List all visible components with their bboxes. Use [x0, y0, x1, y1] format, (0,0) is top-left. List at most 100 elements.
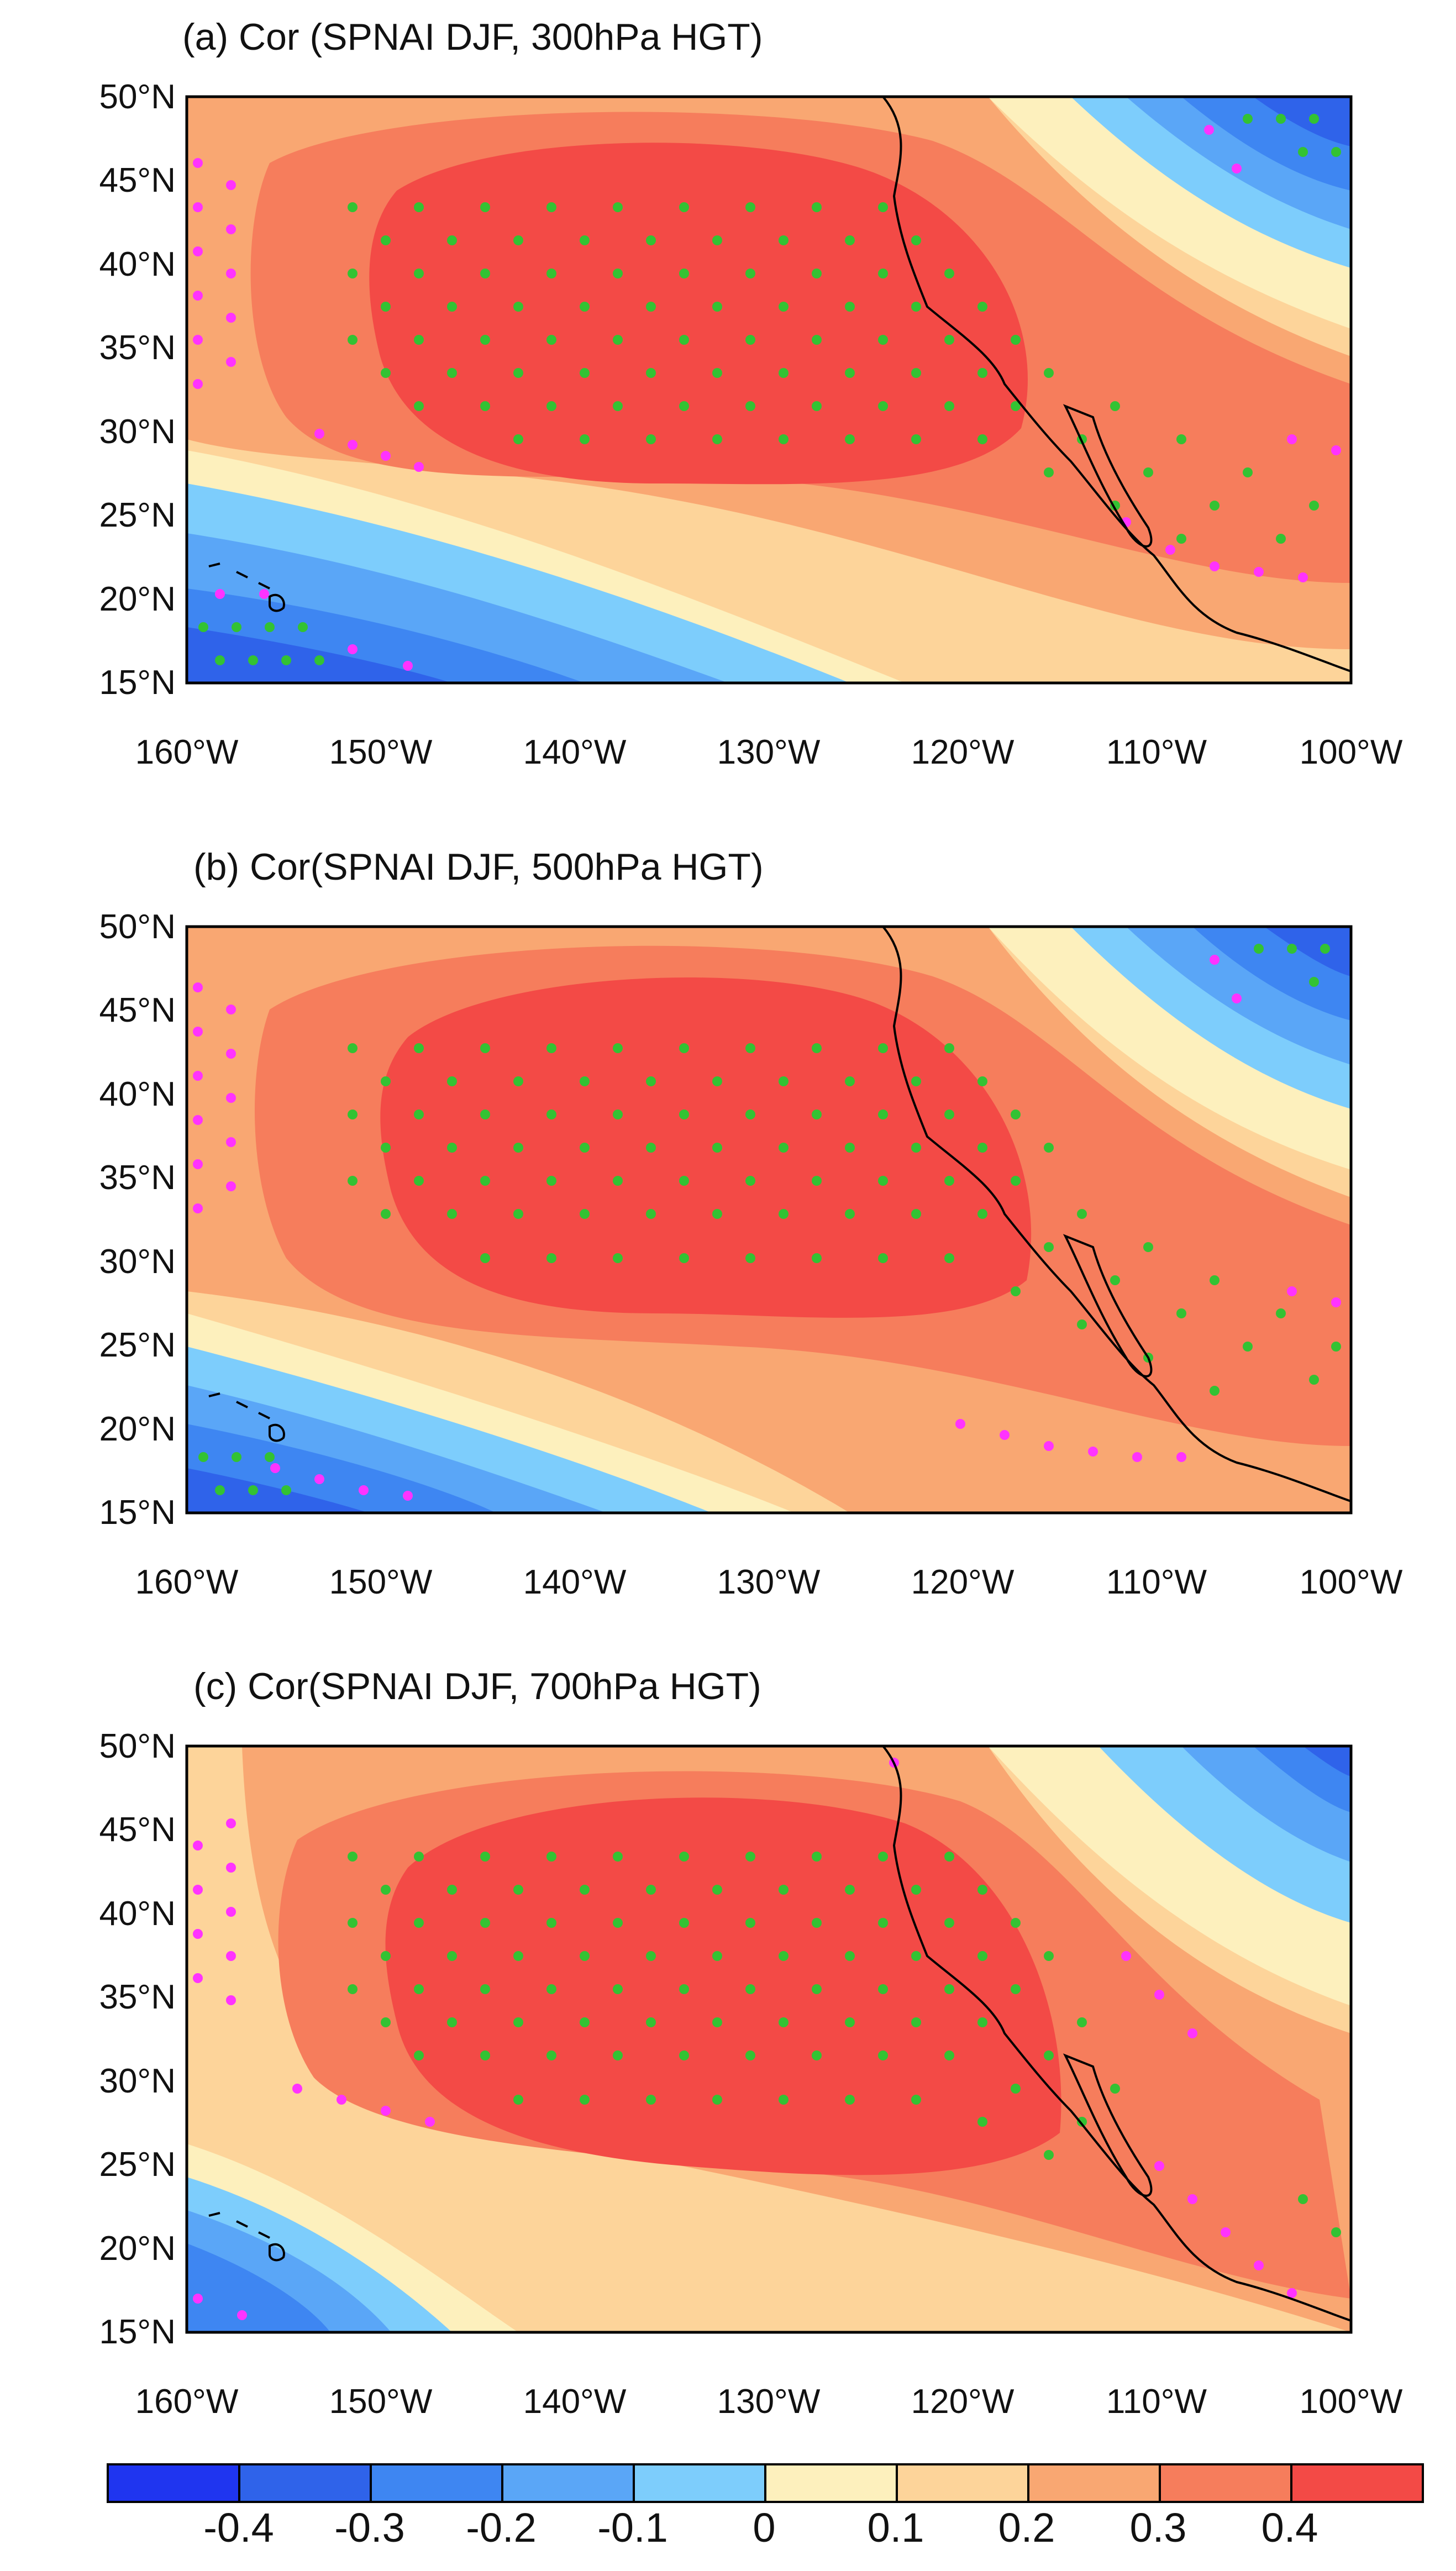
- map-frame: [185, 95, 1353, 685]
- lat-tick-40: 40°N: [99, 1075, 176, 1113]
- colorbar-box: [1027, 2463, 1161, 2503]
- lat-axis-c: 50°N 45°N 40°N 35°N 30°N 25°N 20°N 15°N: [99, 1727, 176, 2351]
- lon-tick-160w: 160°W: [135, 733, 239, 771]
- lon-axis-a: 160°W 150°W 140°W 130°W 120°W 110°W 100°…: [135, 733, 1403, 771]
- lat-tick-20: 20°N: [99, 1410, 176, 1448]
- map-c: 50°N 45°N 40°N 35°N 30°N 25°N 20°N 15°N …: [99, 1727, 1403, 2421]
- lon-tick-120w: 120°W: [911, 733, 1015, 771]
- colorbar-box: [238, 2463, 372, 2503]
- lat-tick-20: 20°N: [99, 580, 176, 618]
- coastline-b: [882, 926, 1352, 1502]
- stipple-green-a: [198, 114, 1341, 665]
- lon-tick-160w: 160°W: [135, 2383, 239, 2421]
- map-a: 50°N 45°N 40°N 35°N 30°N 25°N 20°N 15°N …: [99, 78, 1403, 771]
- colorbar-box: [896, 2463, 1029, 2503]
- lon-tick-140w: 140°W: [523, 2383, 627, 2421]
- lon-tick-100w: 100°W: [1300, 733, 1403, 771]
- baja-outline-b: [1063, 1234, 1153, 1377]
- coastline-a: [882, 96, 1352, 672]
- lon-tick-110w: 110°W: [1106, 2383, 1207, 2421]
- contour-ne-5: [1303, 1746, 1351, 1776]
- lat-tick-35: 35°N: [99, 1978, 176, 2016]
- lon-tick-150w: 150°W: [329, 1563, 433, 1601]
- contour-pos-04: [380, 977, 1032, 1318]
- lon-axis-c: 160°W 150°W 140°W 130°W 120°W 110°W 100°…: [135, 2383, 1403, 2421]
- stipple-green-c: [348, 1852, 1341, 2237]
- colorbar-labels: -0.4 -0.3 -0.2 -0.1 0 0.1 0.2 0.3 0.4: [203, 2505, 1318, 2551]
- colorbar-label: 0.2: [998, 2505, 1055, 2551]
- colorbar-boxes: [107, 2463, 1424, 2503]
- colorbar-box: [633, 2463, 766, 2503]
- contour-pos-04: [369, 143, 1028, 485]
- lat-tick-30: 30°N: [99, 413, 176, 451]
- lat-tick-25: 25°N: [99, 2146, 176, 2184]
- contour-neg-south-5: [187, 1468, 369, 1513]
- stipple-magenta-b: [193, 955, 1341, 1501]
- lon-tick-150w: 150°W: [329, 733, 433, 771]
- contour-neg-south-5: [187, 627, 452, 683]
- lat-tick-50: 50°N: [99, 78, 176, 116]
- lon-tick-130w: 130°W: [717, 1563, 821, 1601]
- lat-tick-30: 30°N: [99, 1243, 176, 1281]
- colorbar-label: -0.1: [597, 2505, 668, 2551]
- map-area: [185, 1744, 1353, 2334]
- colorbar-box: [370, 2463, 503, 2503]
- lat-axis-b: 50°N 45°N 40°N 35°N 30°N 25°N 20°N 15°N: [99, 908, 176, 1532]
- lat-axis-a: 50°N 45°N 40°N 35°N 30°N 25°N 20°N 15°N: [99, 78, 176, 702]
- colorbar-label: 0.1: [868, 2505, 924, 2551]
- lat-tick-15: 15°N: [99, 664, 176, 702]
- colorbar-box: [1159, 2463, 1292, 2503]
- contour-neg-south-4: [187, 2243, 330, 2332]
- colorbar-box: [1290, 2463, 1424, 2503]
- lat-tick-45: 45°N: [99, 1811, 176, 1849]
- colorbar-label: -0.3: [334, 2505, 405, 2551]
- colorbar-box: [107, 2463, 240, 2503]
- lon-tick-100w: 100°W: [1300, 2383, 1403, 2421]
- panel-title: (b) Cor(SPNAI DJF, 500hPa HGT): [193, 846, 764, 888]
- colorbar-label: 0: [753, 2505, 775, 2551]
- lat-tick-35: 35°N: [99, 329, 176, 367]
- lon-tick-140w: 140°W: [523, 1563, 627, 1601]
- lat-tick-15: 15°N: [99, 1494, 176, 1532]
- contour-ne-5: [1253, 97, 1351, 146]
- lat-tick-45: 45°N: [99, 991, 176, 1029]
- lon-tick-150w: 150°W: [329, 2383, 433, 2421]
- lon-axis-b: 160°W 150°W 140°W 130°W 120°W 110°W 100°…: [135, 1563, 1403, 1601]
- panel-title: (a) Cor (SPNAI DJF, 300hPa HGT): [182, 16, 763, 58]
- map-frame: [185, 1744, 1353, 2334]
- colorbar-box: [764, 2463, 898, 2503]
- contour-pos-04: [385, 1797, 1061, 2175]
- colorbar-label: 0.3: [1130, 2505, 1187, 2551]
- lon-tick-100w: 100°W: [1300, 1563, 1403, 1601]
- hawaii-b: [208, 1392, 285, 1442]
- lon-tick-130w: 130°W: [717, 733, 821, 771]
- stipple-magenta-a: [193, 125, 1341, 671]
- colorbar-label: -0.4: [203, 2505, 274, 2551]
- lat-tick-25: 25°N: [99, 496, 176, 534]
- lat-tick-40: 40°N: [99, 245, 176, 283]
- hawaii-a: [208, 562, 285, 612]
- lat-tick-15: 15°N: [99, 2313, 176, 2351]
- panel-title: (c) Cor(SPNAI DJF, 700hPa HGT): [193, 1665, 761, 1707]
- lon-tick-110w: 110°W: [1106, 1563, 1207, 1601]
- lat-tick-40: 40°N: [99, 1895, 176, 1933]
- map-frame: [185, 925, 1353, 1515]
- coastline-c: [882, 1745, 1352, 2322]
- stipple-magenta-c: [193, 1758, 1297, 2320]
- baja-outline-a: [1063, 404, 1153, 548]
- lat-tick-35: 35°N: [99, 1159, 176, 1197]
- lon-tick-110w: 110°W: [1106, 733, 1207, 771]
- colorbar-box: [501, 2463, 635, 2503]
- contour-ne-5: [1264, 927, 1351, 976]
- lat-tick-30: 30°N: [99, 2062, 176, 2100]
- lon-tick-120w: 120°W: [911, 1563, 1015, 1601]
- lat-tick-50: 50°N: [99, 1727, 176, 1765]
- hawaii-c: [208, 2212, 285, 2262]
- lat-tick-50: 50°N: [99, 908, 176, 946]
- lon-tick-160w: 160°W: [135, 1563, 239, 1601]
- lat-tick-45: 45°N: [99, 161, 176, 199]
- lon-tick-120w: 120°W: [911, 2383, 1015, 2421]
- colorbar-label: 0.4: [1261, 2505, 1318, 2551]
- lon-tick-130w: 130°W: [717, 2383, 821, 2421]
